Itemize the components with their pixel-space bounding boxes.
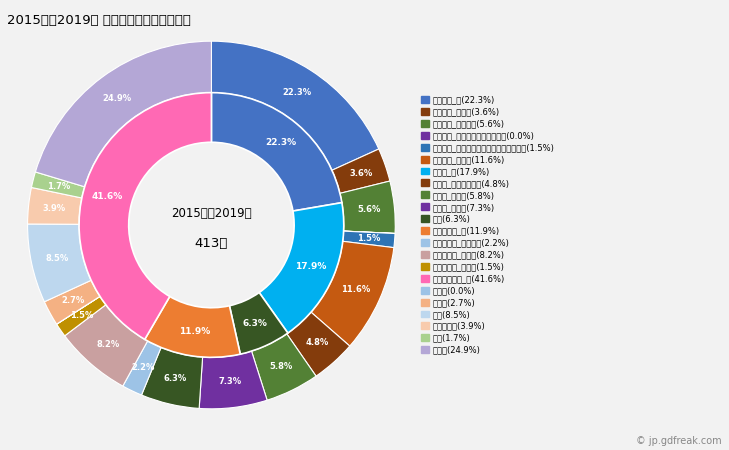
Text: 2015年～2019年: 2015年～2019年	[171, 207, 252, 220]
Text: 1.5%: 1.5%	[357, 234, 381, 243]
Text: 41.6%: 41.6%	[92, 193, 123, 202]
Text: 5.6%: 5.6%	[357, 205, 381, 214]
Wedge shape	[252, 334, 316, 400]
Text: 2015年～2019年 最上町の女性の死因構成: 2015年～2019年 最上町の女性の死因構成	[7, 14, 191, 27]
Wedge shape	[260, 202, 344, 333]
Wedge shape	[230, 292, 288, 354]
Wedge shape	[79, 93, 211, 339]
Wedge shape	[286, 312, 350, 376]
Wedge shape	[36, 41, 211, 187]
Wedge shape	[44, 280, 100, 324]
Wedge shape	[57, 297, 106, 336]
Text: 2.2%: 2.2%	[131, 363, 155, 372]
Wedge shape	[65, 305, 147, 386]
Wedge shape	[31, 172, 85, 198]
Text: 3.9%: 3.9%	[42, 204, 66, 213]
Wedge shape	[122, 341, 161, 395]
Text: © jp.gdfreak.com: © jp.gdfreak.com	[636, 436, 722, 446]
Wedge shape	[343, 231, 395, 248]
Wedge shape	[332, 149, 390, 194]
Wedge shape	[211, 93, 342, 211]
Text: 11.9%: 11.9%	[179, 327, 211, 336]
Text: 1.7%: 1.7%	[47, 181, 70, 190]
Text: 4.8%: 4.8%	[305, 338, 328, 347]
Text: 2.7%: 2.7%	[61, 296, 85, 305]
Text: 5.8%: 5.8%	[270, 362, 293, 371]
Text: 8.2%: 8.2%	[96, 340, 120, 349]
Wedge shape	[199, 351, 267, 409]
Wedge shape	[28, 188, 82, 224]
Text: 3.6%: 3.6%	[349, 169, 373, 178]
Text: 6.3%: 6.3%	[243, 319, 268, 328]
Legend: 悪性腫瘍_計(22.3%), 悪性腫瘍_胃がん(3.6%), 悪性腫瘍_大腸がん(5.6%), 悪性腫瘍_肝がん・肝内胆管がん(0.0%), 悪性腫瘍_気管がん: 悪性腫瘍_計(22.3%), 悪性腫瘍_胃がん(3.6%), 悪性腫瘍_大腸がん…	[420, 94, 555, 356]
Text: 22.3%: 22.3%	[265, 138, 296, 147]
Text: 22.3%: 22.3%	[282, 88, 311, 97]
Text: 8.5%: 8.5%	[45, 254, 69, 263]
Wedge shape	[340, 181, 395, 234]
Text: 1.5%: 1.5%	[70, 311, 93, 320]
Wedge shape	[211, 41, 379, 170]
Text: 11.6%: 11.6%	[341, 285, 370, 294]
Wedge shape	[28, 224, 91, 302]
Wedge shape	[343, 231, 395, 234]
Wedge shape	[141, 347, 203, 409]
Wedge shape	[145, 297, 241, 357]
Text: 7.3%: 7.3%	[219, 378, 242, 387]
Wedge shape	[57, 297, 100, 324]
Text: 24.9%: 24.9%	[103, 94, 132, 103]
Text: 413人: 413人	[195, 237, 228, 250]
Wedge shape	[311, 241, 394, 346]
Text: 17.9%: 17.9%	[295, 261, 327, 270]
Text: 6.3%: 6.3%	[164, 374, 187, 383]
